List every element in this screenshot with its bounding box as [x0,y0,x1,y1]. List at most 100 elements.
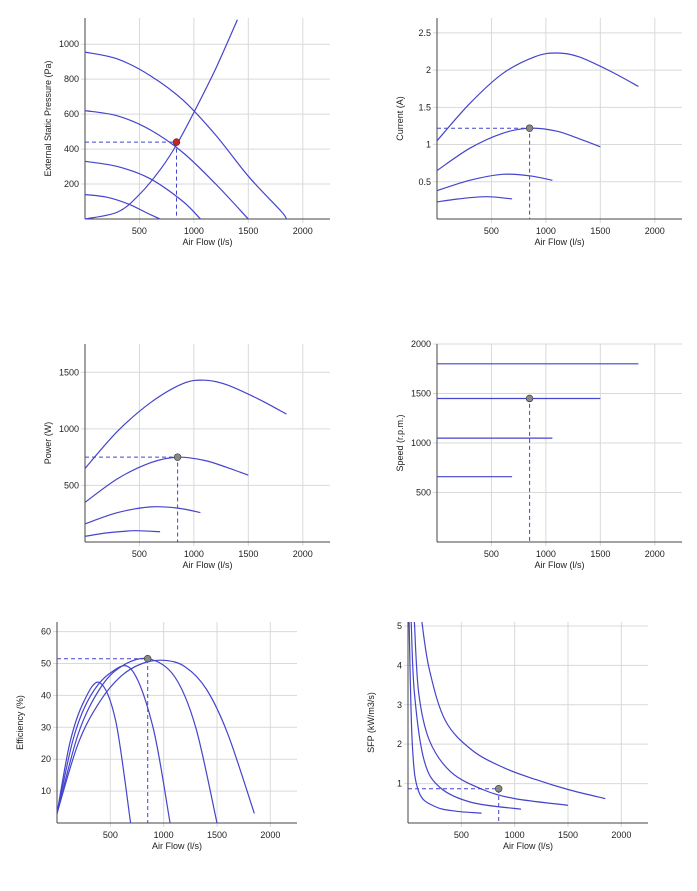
pressure-x-tick-label: 1000 [184,226,204,236]
power-x-tick-label: 1000 [184,549,204,559]
current-y-tick-label: 0.5 [418,177,431,187]
pressure-y-tick-label: 400 [64,144,79,154]
current-y-tick-label: 2.5 [418,28,431,38]
sfp-x-tick-label: 1500 [558,830,578,840]
chart-power: 500 1000 1500 2000 500 1000 1500 Air Flow (l/s)… [43,344,330,570]
efficiency-series-3-line [56,681,132,824]
efficiency-x-tick-label: 1500 [207,830,227,840]
speed-y-axis-label: Speed (r.p.m.) [395,414,405,471]
power-series-3-line [84,530,161,537]
efficiency-y-tick-label: 40 [41,690,51,700]
pressure-y-tick-label: 800 [64,74,79,84]
pressure-y-axis-label: External Static Pressure (Pa) [43,60,53,176]
power-series-1-line [84,456,249,503]
power-y-axis-label: Power (W) [43,422,53,465]
current-series-3-line [436,196,513,203]
efficiency-grid [53,622,297,827]
speed-y-tick-label: 1000 [411,438,431,448]
current-duty-point [525,124,534,132]
efficiency-duty-point [143,654,152,663]
power-x-tick-label: 500 [132,549,147,559]
speed-grid [433,343,682,546]
pressure-y-tick-label: 1000 [59,39,79,49]
power-y-tick-label: 1000 [59,424,79,434]
efficiency-y-tick-label: 10 [41,786,51,796]
efficiency-y-axis-label: Efficiency (%) [15,695,25,750]
current-series-2-line [436,173,553,192]
speed-x-tick-label: 1000 [536,549,556,559]
chart-sfp: 500 1000 1500 2000 1 2 3 4 5 Air Flow (l/s) SFP (k… [366,621,648,851]
pressure-x-axis-label: Air Flow (l/s) [183,237,233,247]
current-x-tick-label: 2000 [645,226,665,236]
efficiency-x-tick-label: 1000 [154,830,174,840]
efficiency-series-2-line [56,665,171,824]
power-y-tick-label: 500 [64,480,79,490]
speed-duty-guide [437,398,531,542]
efficiency-y-tick-label: 20 [41,754,51,764]
current-x-tick-label: 500 [484,226,499,236]
speed-x-tick-label: 2000 [645,549,665,559]
sfp-x-axis-label: Air Flow (l/s) [503,841,553,851]
pressure-series-0-line [84,51,287,220]
sfp-x-tick-label: 500 [454,830,469,840]
current-grid [433,18,682,223]
sfp-y-tick-label: 5 [397,621,402,631]
pressure-duty-point [172,138,181,146]
efficiency-y-tick-label: 50 [41,658,51,668]
efficiency-series-1-line [56,657,218,824]
pressure-y-tick-label: 600 [64,109,79,119]
current-x-axis-label: Air Flow (l/s) [535,237,585,247]
current-x-tick-label: 1500 [590,226,610,236]
sfp-y-tick-label: 1 [397,779,402,789]
speed-y-tick-label: 1500 [411,389,431,399]
power-x-tick-label: 2000 [293,549,313,559]
sfp-series-2-line [410,621,522,810]
chart-efficiency: 500 1000 1500 2000 10 20 30 40 50 60 Air Flow (l/s… [15,622,297,851]
efficiency-x-axis-label: Air Flow (l/s) [152,841,202,851]
speed-x-tick-label: 1500 [590,549,610,559]
sfp-grid [404,622,648,827]
speed-y-tick-label: 500 [416,488,431,498]
pressure-series-1-line [84,110,249,220]
pressure-y-tick-label: 200 [64,179,79,189]
pressure-series-4-line [84,19,238,220]
speed-x-axis-label: Air Flow (l/s) [535,560,585,570]
efficiency-duty-guide [57,658,149,823]
sfp-x-tick-label: 1000 [505,830,525,840]
power-x-axis-label: Air Flow (l/s) [183,560,233,570]
power-series-0-line [84,379,287,469]
sfp-series-1-line [413,621,569,806]
sfp-duty-point [494,785,503,793]
sfp-series-3-line [408,621,482,814]
pressure-series-2-line [84,160,201,220]
efficiency-x-tick-label: 500 [103,830,118,840]
sfp-series-0-line [421,621,606,800]
speed-x-tick-label: 500 [484,549,499,559]
power-y-tick-label: 1500 [59,367,79,377]
current-x-tick-label: 1000 [536,226,556,236]
sfp-y-tick-label: 2 [397,739,402,749]
speed-duty-point [525,394,534,403]
efficiency-y-tick-label: 60 [41,627,51,637]
current-y-axis-label: Current (A) [395,96,405,141]
current-series-1-line [436,127,601,172]
chart-speed: 500 1000 1500 2000 500 1000 1500 2000 Air Flow (… [395,339,682,570]
efficiency-x-tick-label: 2000 [260,830,280,840]
pressure-series-3-line [84,193,161,220]
pressure-duty-guide [85,141,177,219]
power-grid [81,344,330,546]
current-y-tick-label: 1.5 [418,102,431,112]
pressure-x-tick-label: 1500 [238,226,258,236]
pressure-grid [81,18,330,223]
current-y-tick-label: 1 [426,140,431,150]
current-series-0-line [436,52,639,142]
power-series-2-line [84,506,201,525]
speed-y-tick-label: 2000 [411,339,431,349]
pressure-x-tick-label: 2000 [293,226,313,236]
sfp-y-axis-label: SFP (kW/m3/s) [366,692,376,753]
sfp-duty-guide [408,788,500,823]
sfp-x-tick-label: 2000 [611,830,631,840]
efficiency-y-tick-label: 30 [41,722,51,732]
